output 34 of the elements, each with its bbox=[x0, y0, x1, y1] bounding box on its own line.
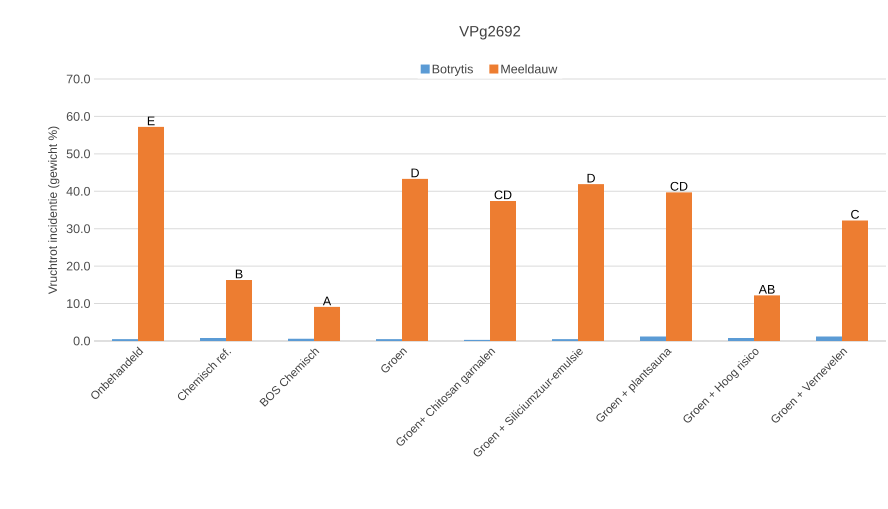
bar bbox=[314, 306, 340, 341]
y-tick-label: 30.0 bbox=[66, 224, 90, 234]
bar bbox=[666, 192, 692, 341]
bar bbox=[402, 178, 428, 341]
annotation: D bbox=[588, 174, 595, 182]
y-tick-label: 10.0 bbox=[67, 299, 90, 308]
annotation: CD bbox=[670, 182, 688, 191]
bar bbox=[816, 336, 842, 341]
annotation: D bbox=[412, 168, 419, 178]
legend-label: Meeldauw bbox=[501, 64, 558, 74]
y-tick-label: 60.0 bbox=[66, 112, 90, 121]
y-tick-label: 20.0 bbox=[66, 262, 90, 271]
annotation: AB bbox=[758, 285, 775, 294]
bar bbox=[578, 184, 604, 341]
bar bbox=[842, 220, 868, 341]
annotation: B bbox=[236, 270, 243, 278]
annotation: CD bbox=[494, 190, 512, 200]
bar bbox=[754, 295, 780, 341]
annotation: C bbox=[851, 210, 860, 219]
chart-title: VPg2692 bbox=[459, 26, 520, 40]
y-tick-label: 40.0 bbox=[66, 186, 90, 196]
bar bbox=[728, 338, 754, 341]
bar bbox=[226, 280, 252, 341]
bar bbox=[490, 201, 516, 341]
bar bbox=[138, 126, 164, 341]
annotation: A bbox=[322, 296, 332, 306]
annotation: E bbox=[148, 116, 155, 126]
bar bbox=[200, 338, 226, 341]
bar bbox=[640, 336, 666, 341]
y-axis-title: Vruchtrot incidentie (gewicht %) bbox=[48, 126, 60, 294]
y-tick-label: 50.0 bbox=[66, 149, 90, 158]
y-tick-label: 0.0 bbox=[74, 336, 90, 346]
y-tick-label: 70.0 bbox=[66, 74, 90, 84]
legend-label: Botrytis bbox=[432, 64, 473, 76]
